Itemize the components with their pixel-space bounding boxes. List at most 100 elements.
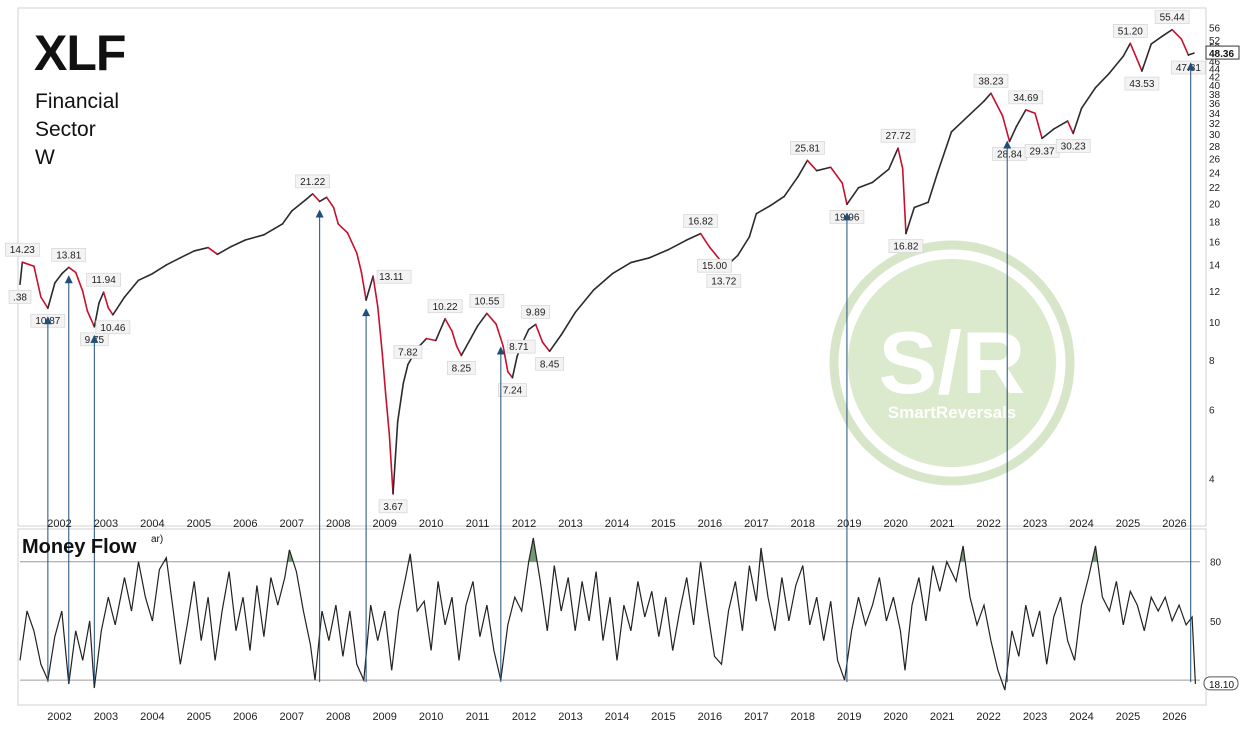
price-line-segment: [86, 310, 96, 328]
price-panel-frame: [17, 7, 1207, 527]
price-line-segment: [841, 182, 848, 206]
money-flow-last-box: [1203, 676, 1239, 691]
price-line-segment: [384, 392, 391, 436]
sector-line2: Sector: [35, 118, 96, 141]
price-line-segment: [33, 265, 42, 298]
price-line-segment: [112, 296, 126, 316]
price-data-label: 7.82: [398, 348, 418, 359]
price-label-box: [295, 174, 330, 189]
price-line-segment: [755, 204, 772, 215]
price-data-label: 11.94: [91, 275, 116, 286]
price-line-segment: [1015, 109, 1027, 128]
price-line-segment: [81, 290, 89, 312]
price-line-segment: [74, 271, 84, 293]
price-y-tick-label: 16: [1209, 238, 1221, 249]
price-line-segment: [469, 325, 479, 340]
price-label-box: [973, 73, 1009, 88]
price-data-label: 27.72: [886, 131, 911, 142]
price-line-segment: [901, 167, 907, 235]
price-line-segment: [1066, 120, 1074, 135]
price-line-segment: [365, 275, 374, 301]
money-flow-panel-frame: [17, 528, 1207, 706]
price-x-tick-label: 2024: [1069, 518, 1093, 530]
price-line-segment: [1080, 86, 1097, 110]
price-line-segment: [511, 355, 518, 379]
price-data-label: 16.82: [688, 217, 713, 228]
price-line-segment: [829, 166, 844, 184]
price-data-label: 30.23: [1061, 141, 1086, 152]
price-y-tick-label: 56: [1209, 23, 1221, 34]
money-flow-x-tick-label: 2018: [791, 711, 815, 723]
price-line-segment: [983, 92, 992, 102]
price-line-segment: [905, 206, 916, 235]
price-line-segment: [1141, 43, 1153, 72]
price-data-label: 21.22: [300, 177, 325, 188]
price-line-segment: [797, 159, 809, 178]
price-line-segment: [193, 246, 209, 252]
price-data-label: 14.23: [10, 245, 35, 256]
price-line-segment: [425, 337, 437, 342]
price-line-segment: [1129, 42, 1139, 61]
price-line-segment: [165, 256, 182, 266]
ticker-title: XLF: [34, 25, 126, 81]
price-data-label: 8.45: [540, 359, 560, 370]
price-line-segment: [871, 168, 890, 184]
price-line-segment: [47, 282, 56, 310]
price-data-label: 13.11: [379, 272, 404, 283]
price-data-label: 3.67: [383, 502, 403, 513]
money-flow-x-tick-label: 2019: [837, 711, 861, 723]
price-label-box: [506, 339, 536, 354]
money-flow-x-tick-label: 2002: [47, 711, 71, 723]
price-y-tick-label: 44: [1209, 65, 1221, 76]
price-data-label: 43.53: [1129, 79, 1154, 90]
price-label-box: [498, 383, 527, 397]
price-line-segment: [402, 363, 409, 385]
reversal-arrow-head: [315, 209, 324, 218]
price-line-segment: [332, 206, 340, 225]
price-label-box: [1008, 90, 1044, 105]
price-label-box: [393, 345, 423, 359]
money-flow-x-tick-label: 2020: [883, 711, 907, 723]
price-x-tick-label: 2016: [698, 518, 722, 530]
price-label-box: [521, 305, 550, 319]
price-line-segment: [434, 317, 446, 342]
price-line-segment: [1034, 112, 1043, 140]
price-y-tick-label: 12: [1209, 287, 1221, 298]
price-y-tick-label: 34: [1209, 109, 1221, 120]
money-flow-x-tick-label: 2008: [326, 711, 350, 723]
price-line-segment: [611, 261, 632, 275]
price-data-label: 25.81: [795, 143, 820, 154]
price-line-segment: [392, 420, 399, 495]
reversal-arrow-head: [43, 316, 52, 325]
price-data-label: 13.72: [711, 276, 736, 287]
price-line-segment: [950, 113, 971, 133]
price-line-segment: [123, 279, 140, 298]
price-line-segment: [21, 261, 35, 267]
price-line-segment: [54, 272, 63, 284]
price-x-tick-label: 2019: [837, 518, 861, 530]
price-line-segment: [936, 131, 953, 174]
price-line-segment: [990, 92, 1004, 117]
price-x-tick-label: 2004: [140, 518, 164, 530]
price-data-label: 15.00: [702, 261, 727, 272]
price-y-tick-label: 4: [1209, 475, 1215, 486]
price-line-segment: [527, 323, 537, 331]
price-x-tick-label: 2026: [1162, 518, 1186, 530]
price-y-tick-label: 42: [1209, 73, 1221, 84]
money-flow-x-tick-label: 2007: [280, 711, 304, 723]
price-x-tick-label: 2023: [1023, 518, 1047, 530]
price-line-segment: [969, 100, 985, 116]
money-flow-x-tick-label: 2014: [605, 711, 629, 723]
price-label-box: [706, 274, 742, 288]
price-line-segment: [1008, 125, 1018, 143]
watermark-text: S/R: [879, 313, 1026, 412]
money-flow-x-tick-label: 2009: [372, 711, 396, 723]
price-line-segment: [346, 231, 358, 254]
price-x-tick-label: 2021: [930, 518, 954, 530]
reversal-arrow-head: [496, 346, 505, 355]
price-line-segment: [207, 246, 219, 256]
money-flow-x-tick-label: 2026: [1162, 711, 1186, 723]
timeframe-label: W: [35, 146, 55, 169]
